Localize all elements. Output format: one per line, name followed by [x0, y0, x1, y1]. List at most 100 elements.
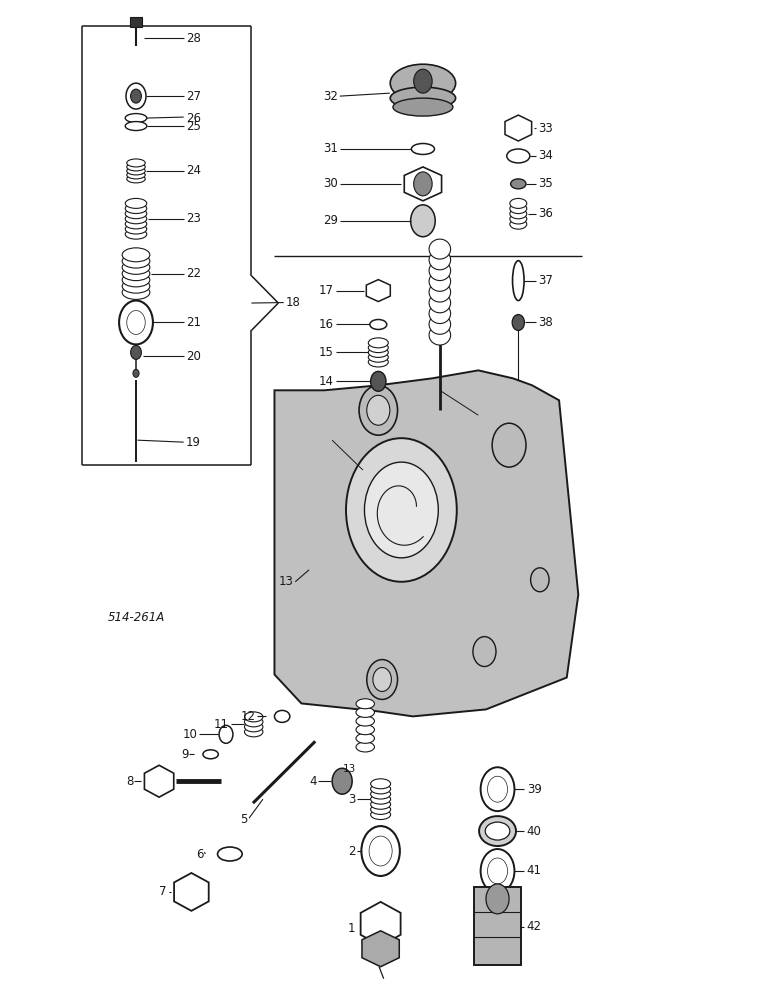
Circle shape: [361, 826, 400, 876]
Polygon shape: [174, 873, 208, 911]
Ellipse shape: [429, 304, 451, 324]
Text: 14: 14: [319, 375, 334, 388]
Text: 514-261A: 514-261A: [107, 611, 164, 624]
Polygon shape: [405, 167, 442, 201]
Text: 11: 11: [214, 718, 229, 731]
Circle shape: [219, 725, 233, 743]
Ellipse shape: [122, 279, 150, 293]
Ellipse shape: [122, 267, 150, 281]
Polygon shape: [505, 115, 532, 141]
Text: 21: 21: [186, 316, 201, 329]
Circle shape: [346, 438, 457, 582]
Text: 33: 33: [538, 122, 553, 135]
Ellipse shape: [510, 198, 527, 208]
Text: 36: 36: [538, 207, 554, 220]
Circle shape: [369, 836, 392, 866]
Circle shape: [127, 311, 145, 334]
Ellipse shape: [510, 219, 527, 229]
Ellipse shape: [506, 149, 530, 163]
Ellipse shape: [486, 822, 510, 840]
Text: 30: 30: [323, 177, 338, 190]
Ellipse shape: [122, 260, 150, 274]
Text: 35: 35: [538, 177, 553, 190]
Ellipse shape: [218, 847, 242, 861]
Text: 3: 3: [348, 793, 355, 806]
Text: 34: 34: [538, 149, 554, 162]
Circle shape: [481, 767, 514, 811]
Ellipse shape: [370, 320, 387, 329]
Ellipse shape: [356, 733, 374, 743]
Polygon shape: [144, 765, 174, 797]
Ellipse shape: [125, 229, 147, 239]
Ellipse shape: [125, 114, 147, 123]
Circle shape: [367, 660, 398, 699]
Ellipse shape: [371, 784, 391, 794]
Ellipse shape: [429, 271, 451, 291]
Circle shape: [119, 301, 153, 344]
Text: 23: 23: [186, 212, 201, 225]
Text: 13: 13: [279, 575, 293, 588]
Bar: [475, 887, 520, 965]
Text: 25: 25: [186, 120, 201, 133]
Text: 15: 15: [319, 346, 334, 359]
Ellipse shape: [371, 810, 391, 820]
Text: 1: 1: [347, 922, 355, 935]
Circle shape: [373, 668, 391, 691]
Text: 24: 24: [186, 164, 201, 177]
Circle shape: [530, 568, 549, 592]
Circle shape: [411, 205, 435, 237]
Ellipse shape: [122, 285, 150, 299]
Ellipse shape: [368, 357, 388, 367]
Ellipse shape: [368, 338, 388, 348]
Text: 39: 39: [527, 783, 542, 796]
Ellipse shape: [125, 122, 147, 131]
Ellipse shape: [127, 175, 145, 183]
Text: 7: 7: [159, 885, 167, 898]
Ellipse shape: [411, 143, 435, 154]
Text: 42: 42: [527, 920, 542, 933]
Circle shape: [126, 83, 146, 109]
Text: 6: 6: [196, 848, 204, 861]
Ellipse shape: [125, 198, 147, 208]
Text: 18: 18: [286, 296, 301, 309]
Ellipse shape: [356, 707, 374, 717]
Circle shape: [488, 776, 507, 802]
Text: 19: 19: [186, 436, 201, 449]
Text: 2: 2: [347, 845, 355, 858]
Circle shape: [493, 423, 526, 467]
Ellipse shape: [356, 716, 374, 726]
Text: 4: 4: [310, 775, 317, 788]
Circle shape: [367, 395, 390, 425]
Ellipse shape: [368, 347, 388, 357]
Circle shape: [414, 69, 432, 93]
Ellipse shape: [393, 98, 453, 116]
Ellipse shape: [203, 750, 218, 759]
Text: 13: 13: [343, 764, 356, 774]
Text: 41: 41: [527, 864, 542, 877]
Ellipse shape: [510, 214, 527, 224]
Circle shape: [486, 884, 509, 914]
Ellipse shape: [275, 710, 290, 722]
Circle shape: [130, 89, 141, 103]
Text: 8: 8: [127, 775, 134, 788]
Ellipse shape: [390, 64, 455, 102]
Text: 26: 26: [186, 112, 201, 125]
Ellipse shape: [429, 314, 451, 334]
Ellipse shape: [510, 209, 527, 219]
Text: 9: 9: [181, 748, 188, 761]
Text: 38: 38: [538, 316, 553, 329]
Ellipse shape: [368, 352, 388, 362]
Ellipse shape: [368, 343, 388, 353]
Ellipse shape: [356, 725, 374, 735]
Ellipse shape: [510, 204, 527, 214]
Ellipse shape: [390, 87, 455, 109]
Text: 17: 17: [319, 284, 334, 297]
Text: 27: 27: [186, 90, 201, 103]
Circle shape: [512, 315, 524, 330]
Text: 22: 22: [186, 267, 201, 280]
Ellipse shape: [371, 799, 391, 809]
Ellipse shape: [122, 254, 150, 268]
Circle shape: [371, 371, 386, 391]
Circle shape: [364, 462, 438, 558]
Ellipse shape: [429, 261, 451, 281]
